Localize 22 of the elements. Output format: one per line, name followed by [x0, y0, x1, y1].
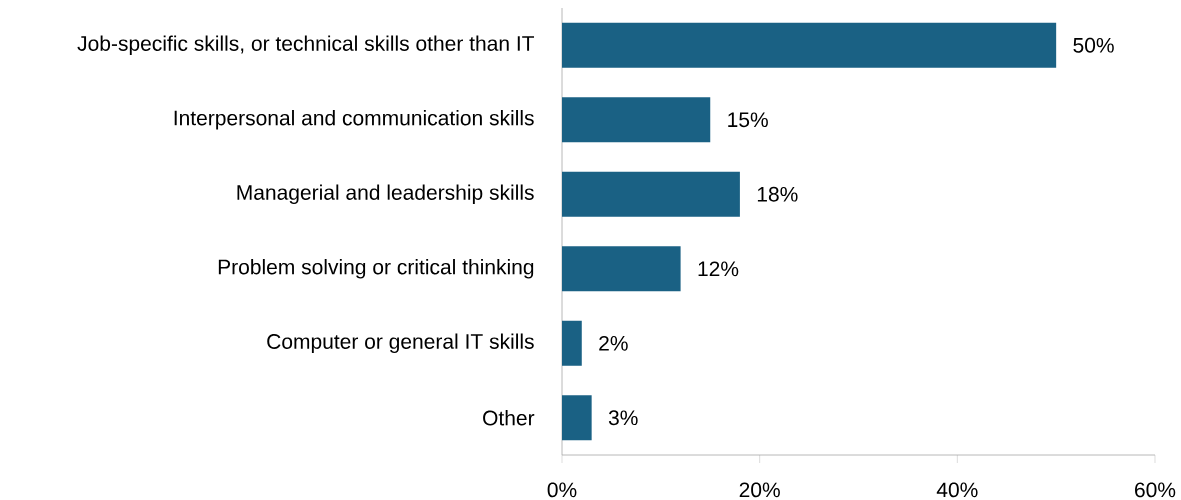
y-tick-label: Job-specific skills, or technical skills other than IT: [77, 35, 535, 56]
bar: [562, 320, 582, 366]
x-tick-label: 0%: [547, 482, 577, 498]
bar: [562, 171, 740, 217]
y-tick-label: Other: [483, 410, 535, 426]
bar: [562, 22, 1057, 68]
data-label: 3%: [608, 410, 638, 426]
x-tick-label: 40%: [936, 482, 978, 498]
data-label: 50%: [1073, 37, 1114, 53]
bar: [562, 246, 681, 292]
bar: [562, 97, 711, 143]
y-tick-label: Problem solving or critical thinking: [218, 258, 534, 279]
data-label: 15%: [728, 112, 768, 128]
data-label: 2%: [599, 335, 628, 351]
data-label: 18%: [757, 186, 798, 202]
bar: [562, 395, 592, 441]
x-tick-label: 20%: [739, 482, 780, 498]
data-label: 12%: [698, 261, 739, 277]
x-tick-label: 60%: [1135, 482, 1176, 498]
y-tick-label: Interpersonal and communication skills: [174, 109, 534, 130]
y-tick-label: Managerial and leadership skills: [237, 184, 534, 205]
y-tick-label: Computer or general IT skills: [267, 333, 534, 354]
